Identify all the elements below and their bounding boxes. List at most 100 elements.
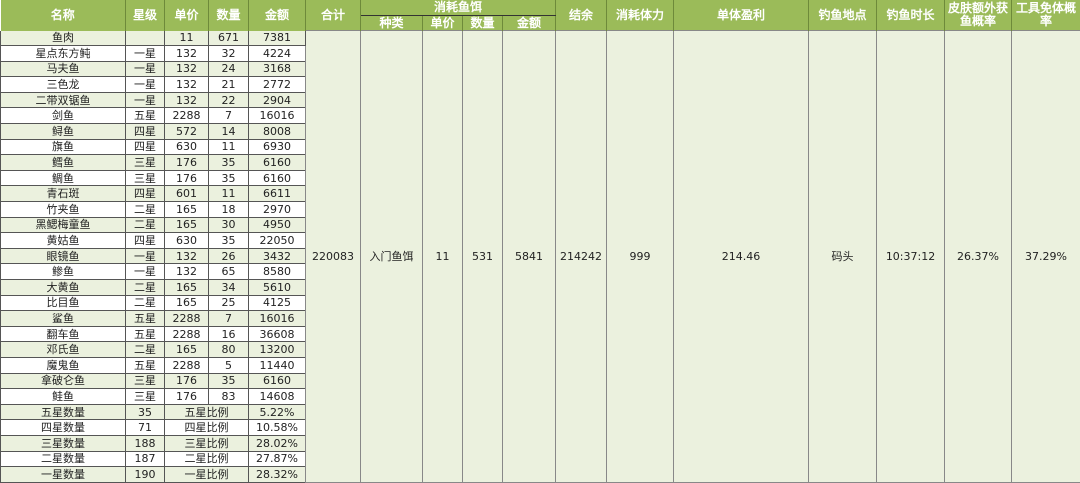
cell-price[interactable]: 2288 — [165, 311, 209, 327]
header-name[interactable]: 名称 — [1, 0, 126, 31]
cell-name[interactable]: 魔鬼鱼 — [1, 357, 126, 373]
summary-label[interactable]: 二星数量 — [1, 451, 126, 467]
cell-star[interactable]: 二星 — [126, 280, 165, 296]
merged-total[interactable]: 220083 — [306, 31, 361, 483]
summary-count[interactable]: 35 — [126, 404, 165, 420]
cell-name[interactable]: 鱼肉 — [1, 31, 126, 46]
cell-name[interactable]: 鲑鱼 — [1, 389, 126, 405]
header-bait-group[interactable]: 消耗鱼饵 — [361, 0, 556, 16]
cell-amount[interactable]: 16016 — [249, 108, 306, 124]
cell-star[interactable]: 一星 — [126, 46, 165, 62]
cell-star[interactable]: 一星 — [126, 92, 165, 108]
cell-name[interactable]: 比目鱼 — [1, 295, 126, 311]
summary-count[interactable]: 190 — [126, 467, 165, 483]
cell-price[interactable]: 2288 — [165, 108, 209, 124]
cell-name[interactable]: 青石斑 — [1, 186, 126, 202]
cell-qty[interactable]: 11 — [209, 186, 249, 202]
cell-name[interactable]: 眼镜鱼 — [1, 248, 126, 264]
cell-price[interactable]: 176 — [165, 170, 209, 186]
cell-amount[interactable]: 14608 — [249, 389, 306, 405]
cell-star[interactable]: 五星 — [126, 326, 165, 342]
header-qty[interactable]: 数量 — [209, 0, 249, 31]
cell-star[interactable]: 三星 — [126, 155, 165, 171]
header-bait-type[interactable]: 种类 — [361, 16, 423, 31]
cell-name[interactable]: 邓氏鱼 — [1, 342, 126, 358]
summary-label[interactable]: 五星数量 — [1, 404, 126, 420]
cell-amount[interactable]: 2970 — [249, 202, 306, 218]
cell-qty[interactable]: 65 — [209, 264, 249, 280]
cell-price[interactable]: 601 — [165, 186, 209, 202]
cell-name[interactable]: 翻车鱼 — [1, 326, 126, 342]
summary-ratio[interactable]: 27.87% — [249, 451, 306, 467]
header-tool-rate[interactable]: 工具免体概率 — [1012, 0, 1080, 31]
cell-price[interactable]: 132 — [165, 77, 209, 93]
header-total[interactable]: 合计 — [306, 0, 361, 31]
cell-amount[interactable]: 8008 — [249, 124, 306, 140]
cell-star[interactable]: 一星 — [126, 77, 165, 93]
summary-label[interactable]: 四星数量 — [1, 420, 126, 436]
cell-price[interactable]: 165 — [165, 202, 209, 218]
cell-star[interactable]: 二星 — [126, 295, 165, 311]
cell-amount[interactable]: 13200 — [249, 342, 306, 358]
header-stamina[interactable]: 消耗体力 — [607, 0, 674, 31]
cell-name[interactable]: 鲟鱼 — [1, 124, 126, 140]
cell-amount[interactable]: 6160 — [249, 170, 306, 186]
cell-price[interactable]: 176 — [165, 389, 209, 405]
cell-amount[interactable]: 2772 — [249, 77, 306, 93]
cell-name[interactable]: 鲹鱼 — [1, 264, 126, 280]
cell-price[interactable]: 165 — [165, 342, 209, 358]
summary-ratio-label[interactable]: 四星比例 — [165, 420, 249, 436]
cell-price[interactable]: 132 — [165, 264, 209, 280]
summary-count[interactable]: 188 — [126, 435, 165, 451]
cell-price[interactable]: 132 — [165, 61, 209, 77]
cell-name[interactable]: 旗鱼 — [1, 139, 126, 155]
cell-amount[interactable]: 4224 — [249, 46, 306, 62]
header-balance[interactable]: 结余 — [556, 0, 607, 31]
merged-balance[interactable]: 214242 — [556, 31, 607, 483]
cell-star[interactable]: 五星 — [126, 357, 165, 373]
cell-amount[interactable]: 4950 — [249, 217, 306, 233]
cell-amount[interactable]: 6160 — [249, 155, 306, 171]
cell-qty[interactable]: 25 — [209, 295, 249, 311]
cell-qty[interactable]: 35 — [209, 155, 249, 171]
merged-unit-profit[interactable]: 214.46 — [674, 31, 809, 483]
cell-name[interactable]: 三色龙 — [1, 77, 126, 93]
cell-amount[interactable]: 36608 — [249, 326, 306, 342]
merged-location[interactable]: 码头 — [809, 31, 877, 483]
merged-bait-amount[interactable]: 5841 — [503, 31, 556, 483]
header-amount[interactable]: 金额 — [249, 0, 306, 31]
cell-star[interactable]: 二星 — [126, 342, 165, 358]
cell-star[interactable]: 三星 — [126, 373, 165, 389]
cell-name[interactable]: 大黄鱼 — [1, 280, 126, 296]
summary-label[interactable]: 三星数量 — [1, 435, 126, 451]
cell-qty[interactable]: 35 — [209, 170, 249, 186]
header-skin-rate[interactable]: 皮肤额外获鱼概率 — [945, 0, 1012, 31]
cell-name[interactable]: 剑鱼 — [1, 108, 126, 124]
cell-qty[interactable]: 5 — [209, 357, 249, 373]
cell-name[interactable]: 拿破仑鱼 — [1, 373, 126, 389]
summary-ratio[interactable]: 28.32% — [249, 467, 306, 483]
cell-qty[interactable]: 7 — [209, 311, 249, 327]
cell-star[interactable]: 四星 — [126, 233, 165, 249]
cell-name[interactable]: 鲷鱼 — [1, 170, 126, 186]
cell-amount[interactable]: 16016 — [249, 311, 306, 327]
merged-skin-rate[interactable]: 26.37% — [945, 31, 1012, 483]
cell-star[interactable]: 二星 — [126, 202, 165, 218]
cell-name[interactable]: 二带双锯鱼 — [1, 92, 126, 108]
cell-name[interactable]: 鲨鱼 — [1, 311, 126, 327]
cell-qty[interactable]: 22 — [209, 92, 249, 108]
cell-qty[interactable]: 35 — [209, 233, 249, 249]
cell-star[interactable]: 四星 — [126, 186, 165, 202]
cell-amount[interactable]: 8580 — [249, 264, 306, 280]
cell-price[interactable]: 630 — [165, 139, 209, 155]
cell-qty[interactable]: 80 — [209, 342, 249, 358]
cell-star[interactable]: 五星 — [126, 311, 165, 327]
cell-star[interactable]: 四星 — [126, 124, 165, 140]
summary-label[interactable]: 一星数量 — [1, 467, 126, 483]
cell-amount[interactable]: 7381 — [249, 31, 306, 46]
cell-qty[interactable]: 24 — [209, 61, 249, 77]
header-bait-amount[interactable]: 金额 — [503, 16, 556, 31]
cell-star[interactable]: 一星 — [126, 61, 165, 77]
header-bait-price[interactable]: 单价 — [423, 16, 463, 31]
summary-count[interactable]: 187 — [126, 451, 165, 467]
